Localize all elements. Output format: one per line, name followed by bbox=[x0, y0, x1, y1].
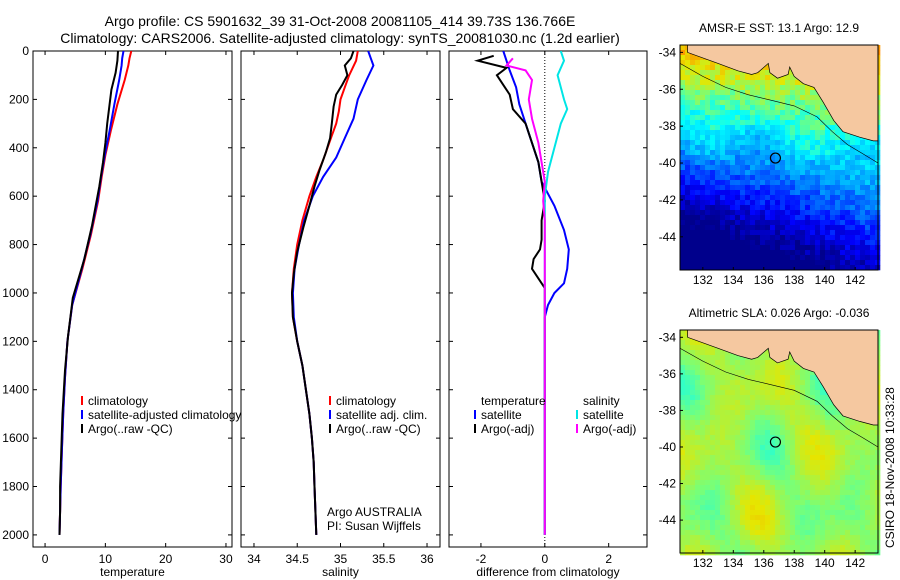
y-tick-label: 200 bbox=[9, 92, 29, 106]
x-tick-label: 132 bbox=[693, 556, 713, 570]
map-panel-2: -34 -36 -38 -40 -42 -44 132 134 136 138 140 142 Alti… bbox=[659, 306, 881, 570]
x-tick-label: 138 bbox=[784, 556, 804, 570]
y-tick-label: -42 bbox=[659, 193, 677, 207]
y-tick-label: 600 bbox=[9, 189, 29, 203]
profile-panel-2: 34 34.5 35 35.5 36 salinity climatologysatelli… bbox=[240, 50, 441, 579]
shelf-contour bbox=[679, 348, 879, 448]
figure-title-line1: Argo profile: CS 5901632_39 31-Oct-2008 … bbox=[104, 13, 576, 29]
legend-entry: Argo(-adj) bbox=[583, 422, 636, 436]
map-frame bbox=[679, 329, 879, 554]
series-line-argo-raw-qc- bbox=[58, 51, 119, 535]
y-tick-label: 1200 bbox=[2, 334, 29, 348]
land-mass bbox=[687, 329, 879, 426]
annotation-text: Argo AUSTRALIA bbox=[327, 505, 422, 519]
y-tick-label: -40 bbox=[659, 156, 677, 170]
plot-frame bbox=[448, 50, 648, 548]
y-tick-label: 1800 bbox=[2, 480, 29, 494]
y-tick-label: 400 bbox=[9, 141, 29, 155]
map-field bbox=[680, 330, 881, 556]
x-tick-label: 136 bbox=[754, 273, 774, 287]
y-tick-label: -34 bbox=[659, 45, 677, 59]
x-tick-label: 134 bbox=[723, 556, 743, 570]
x-tick-label: 34.5 bbox=[286, 552, 310, 566]
y-tick-label: 1600 bbox=[2, 431, 29, 445]
x-tick-label: 20 bbox=[159, 552, 173, 566]
series-line-salinity-argo-adj- bbox=[504, 57, 546, 535]
x-tick-label: 35 bbox=[334, 552, 348, 566]
legend-entry: Argo(..raw -QC) bbox=[88, 422, 173, 436]
y-tick-label: -36 bbox=[659, 367, 677, 381]
x-tick-label: 134 bbox=[723, 273, 743, 287]
legend-entry: temperature bbox=[481, 394, 546, 408]
x-tick-label: -2 bbox=[476, 552, 487, 566]
x-tick-label: 2 bbox=[605, 552, 612, 566]
map-frame bbox=[679, 44, 879, 271]
annotation-text: PI: Susan Wijffels bbox=[327, 519, 421, 533]
x-tick-label: 136 bbox=[754, 556, 774, 570]
y-tick-label: -36 bbox=[659, 82, 677, 96]
y-tick-label: -34 bbox=[659, 330, 677, 344]
map-panel-1: -34 -36 -38 -40 -42 -44 132 134 136 138 140 142 AMSR… bbox=[659, 21, 881, 287]
x-tick-label: 142 bbox=[845, 556, 865, 570]
series-line-argo-raw-qc- bbox=[290, 51, 355, 535]
map-title: Altimetric SLA: 0.026 Argo: -0.036 bbox=[689, 306, 870, 320]
x-tick-label: 140 bbox=[815, 556, 835, 570]
x-tick-label: 30 bbox=[219, 552, 233, 566]
y-tick-label: -44 bbox=[659, 513, 677, 527]
legend-entry: climatology bbox=[88, 394, 148, 408]
map-title: AMSR-E SST: 13.1 Argo: 12.9 bbox=[699, 21, 859, 35]
x-tick-label: 35.5 bbox=[372, 552, 396, 566]
plot-frame bbox=[240, 50, 441, 548]
x-tick-label: 10 bbox=[99, 552, 113, 566]
legend-entry: satellite bbox=[583, 408, 624, 422]
y-tick-label: 800 bbox=[9, 238, 29, 252]
series-line-temperature-satellite bbox=[502, 51, 570, 535]
legend-entry: satellite adj. clim. bbox=[336, 408, 427, 422]
shelf-contour bbox=[679, 63, 879, 164]
x-tick-label: 0 bbox=[42, 552, 49, 566]
series-line-salinity-satellite bbox=[543, 51, 569, 535]
x-tick-label: 132 bbox=[693, 273, 713, 287]
land-mass bbox=[687, 44, 879, 142]
x-tick-label: 138 bbox=[784, 273, 804, 287]
x-tick-label: 36 bbox=[420, 552, 434, 566]
x-tick-label: 140 bbox=[815, 273, 835, 287]
legend-entry: Argo(..raw -QC) bbox=[336, 422, 421, 436]
float-location-marker bbox=[769, 436, 782, 448]
y-tick-label: 1400 bbox=[2, 383, 29, 397]
legend-entry: climatology bbox=[336, 394, 396, 408]
profile-panel-1: 0 10 20 30 0 200 400 600 800 1000 1200 1400 1600 1800… bbox=[2, 44, 241, 579]
x-axis-label: difference from climatology bbox=[476, 565, 619, 579]
x-axis-label: temperature bbox=[100, 565, 165, 579]
plot-frame bbox=[32, 50, 233, 548]
y-tick-label: 0 bbox=[22, 44, 29, 58]
y-tick-label: 1000 bbox=[2, 286, 29, 300]
x-tick-label: 142 bbox=[845, 273, 865, 287]
y-tick-label: -42 bbox=[659, 477, 677, 491]
series-line-temperature-argo-adj- bbox=[473, 54, 546, 535]
x-axis-label: salinity bbox=[322, 565, 359, 579]
legend-entry: satellite-adjusted climatology bbox=[88, 408, 241, 422]
y-tick-label: -38 bbox=[659, 119, 677, 133]
float-location-marker bbox=[769, 152, 782, 164]
legend-entry: Argo(-adj) bbox=[481, 422, 534, 436]
y-tick-label: -44 bbox=[659, 230, 677, 244]
x-tick-label: 34 bbox=[247, 552, 261, 566]
legend-entry: salinity bbox=[583, 394, 620, 408]
y-tick-label: -38 bbox=[659, 403, 677, 417]
x-tick-label: 0 bbox=[541, 552, 548, 566]
figure-title-line2: Climatology: CARS2006. Satellite-adjuste… bbox=[60, 30, 620, 46]
y-tick-label: 2000 bbox=[2, 528, 29, 542]
y-tick-label: -40 bbox=[659, 440, 677, 454]
legend-entry: satellite bbox=[481, 408, 522, 422]
